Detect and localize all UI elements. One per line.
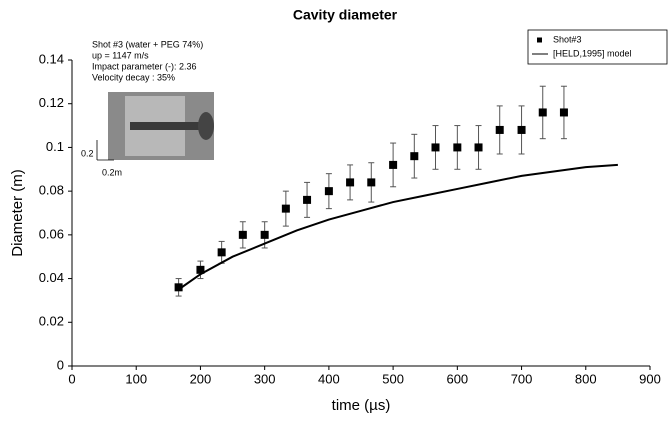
y-tick-label: 0.08 xyxy=(39,183,64,198)
marker xyxy=(559,108,568,117)
marker xyxy=(410,152,419,161)
marker xyxy=(517,125,526,134)
y-tick-label: 0.06 xyxy=(39,226,64,241)
x-tick-label: 400 xyxy=(318,371,340,386)
x-tick-label: 900 xyxy=(639,371,661,386)
annotation: up = 1147 m/s xyxy=(92,50,149,60)
x-tick-label: 500 xyxy=(382,371,404,386)
x-tick-label: 700 xyxy=(511,371,533,386)
marker xyxy=(174,283,183,292)
annotation: Impact parameter (-): 2.36 xyxy=(92,61,197,71)
marker xyxy=(389,160,398,169)
x-tick-label: 100 xyxy=(125,371,147,386)
marker xyxy=(495,125,504,134)
y-tick-label: 0.14 xyxy=(39,51,64,66)
x-tick-label: 300 xyxy=(254,371,276,386)
y-tick-label: 0.1 xyxy=(46,139,64,154)
annotation: Velocity decay : 35% xyxy=(92,72,175,82)
marker xyxy=(538,108,547,117)
marker xyxy=(324,187,333,196)
marker xyxy=(346,178,355,187)
marker xyxy=(217,248,226,257)
marker xyxy=(474,143,483,152)
y-tick-label: 0.12 xyxy=(39,95,64,110)
marker xyxy=(367,178,376,187)
legend-box xyxy=(527,29,668,65)
legend-marker xyxy=(537,37,542,43)
y-tick-label: 0 xyxy=(57,357,64,372)
y-tick-label: 0.04 xyxy=(39,270,64,285)
x-tick-label: 600 xyxy=(446,371,468,386)
x-tick-label: 200 xyxy=(190,371,212,386)
annotation: 0.2 xyxy=(81,148,94,158)
legend-label: Shot#3 xyxy=(553,34,582,44)
y-axis-label: Diameter (m) xyxy=(9,169,26,257)
marker xyxy=(260,230,269,239)
model-line xyxy=(178,163,618,291)
marker xyxy=(303,195,312,204)
x-tick-label: 0 xyxy=(68,371,75,386)
marker xyxy=(196,265,205,274)
legend-label: [HELD,1995] model xyxy=(553,48,632,58)
marker xyxy=(453,143,462,152)
x-tick-label: 800 xyxy=(575,371,597,386)
y-tick-label: 0.02 xyxy=(39,314,64,329)
marker xyxy=(281,204,290,213)
x-axis-label: time (µs) xyxy=(332,397,391,414)
annotation: Shot #3 (water + PEG 74%) xyxy=(92,39,203,49)
marker xyxy=(431,143,440,152)
annotation: 0.2m xyxy=(102,167,122,177)
marker xyxy=(238,230,247,239)
inset-photo xyxy=(96,92,214,161)
chart-title: Cavity diameter xyxy=(293,7,398,23)
